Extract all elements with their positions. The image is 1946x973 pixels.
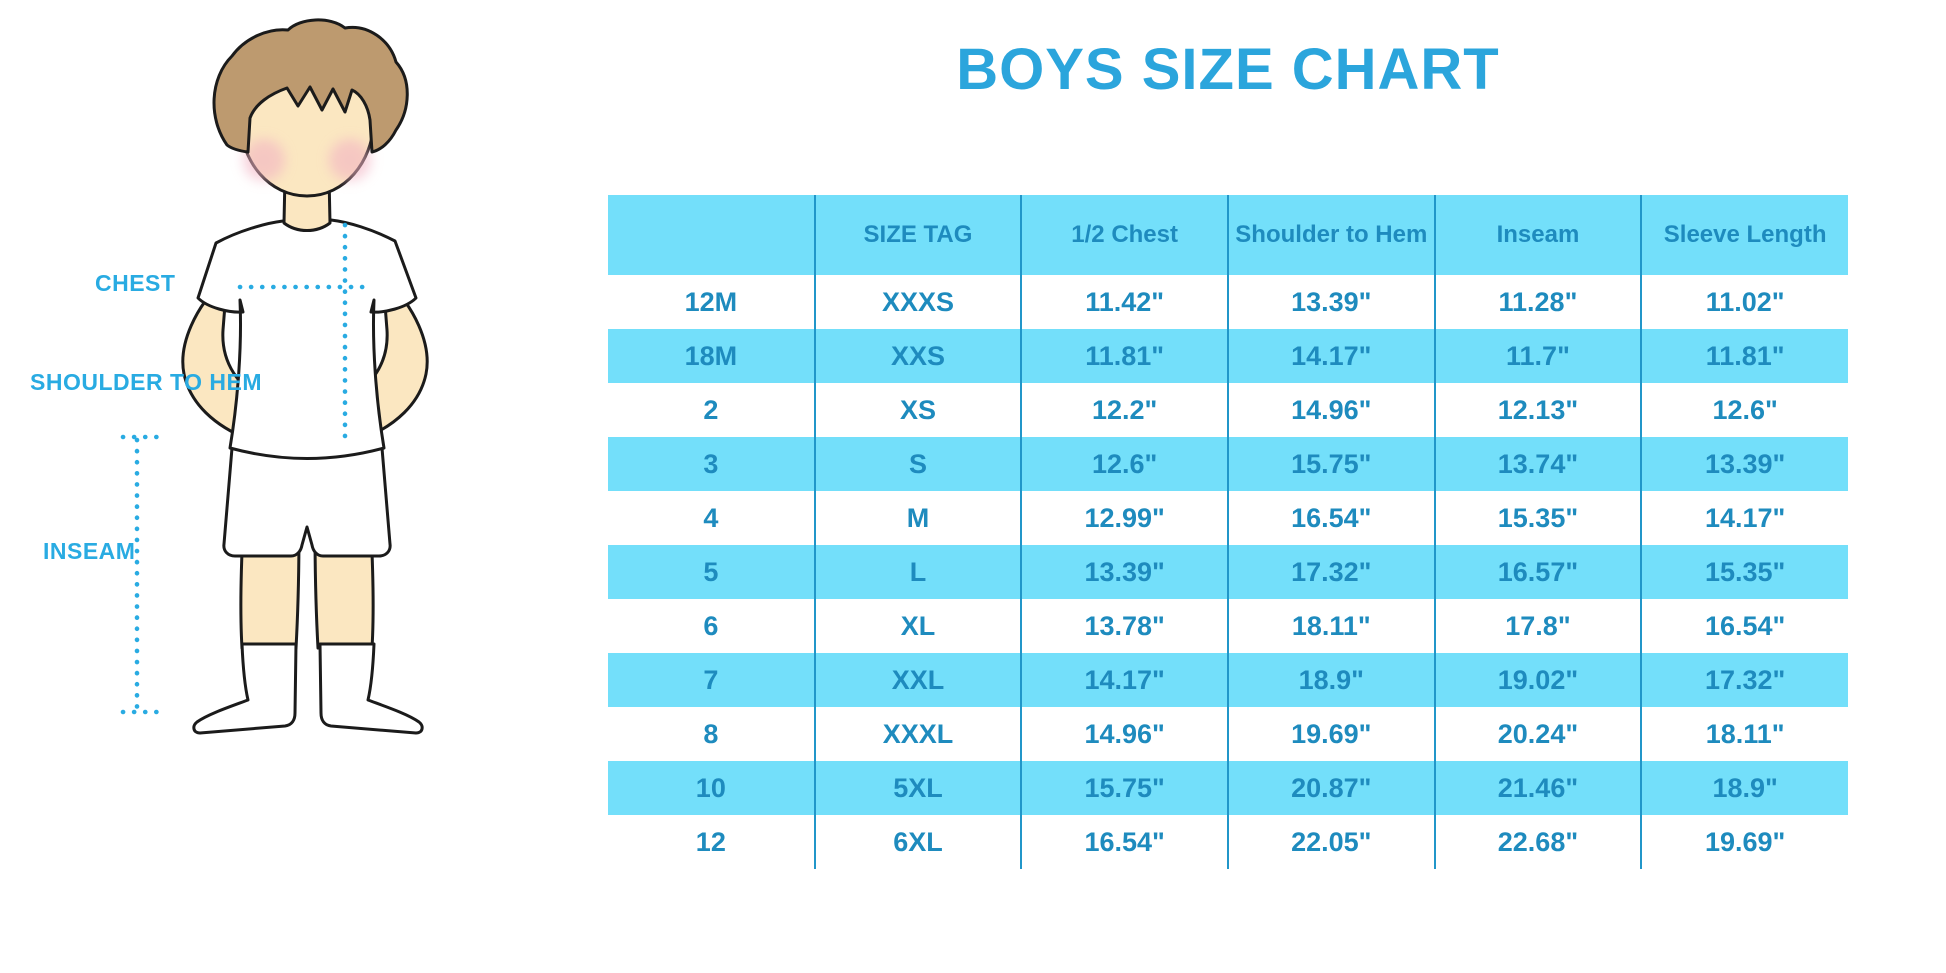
measurement-cell: 20.24": [1433, 707, 1642, 761]
size-chart-table: SIZE TAG 1/2 Chest Shoulder to Hem Inseam Sl…: [608, 195, 1848, 869]
table-row: 8 XXXL 14.96" 19.69" 20.24" 18.11": [608, 707, 1848, 761]
chest-label: CHEST: [95, 270, 176, 296]
table-row: 5 L 13.39" 17.32" 16.57" 15.35": [608, 545, 1848, 599]
measurement-cell: 17.8": [1433, 599, 1642, 653]
measurement-cell: 19.69": [1640, 815, 1848, 869]
measurement-cell: 13.39": [1640, 437, 1848, 491]
measurement-cell: 13.74": [1433, 437, 1642, 491]
table-row: 3 S 12.6" 15.75" 13.74" 13.39": [608, 437, 1848, 491]
column-header: Inseam: [1433, 195, 1642, 275]
size-tag-cell: XXXL: [813, 707, 1022, 761]
left-sock: [192, 642, 298, 735]
measurement-cell: 19.69": [1226, 707, 1435, 761]
measurement-cell: 14.17": [1226, 329, 1435, 383]
shoulder-to-hem-label: SHOULDER TO HEM: [30, 369, 262, 395]
size-tag-cell: 5XL: [813, 761, 1022, 815]
measurement-cell: 13.39": [1020, 545, 1228, 599]
measurement-cell: 16.57": [1433, 545, 1642, 599]
measurement-cell: 15.75": [1226, 437, 1435, 491]
table-row: 6 XL 13.78" 18.11" 17.8" 16.54": [608, 599, 1848, 653]
right-cheek: [329, 139, 371, 181]
boy-measurement-illustration: CHEST SHOULDER TO HEM INSEAM: [0, 0, 480, 973]
measurement-cell: 15.75": [1020, 761, 1228, 815]
measurement-cell: 15.35": [1640, 545, 1848, 599]
measurement-cell: 14.17": [1640, 491, 1848, 545]
table-row: 7 XXL 14.17" 18.9" 19.02" 17.32": [608, 653, 1848, 707]
size-tag-cell: XXL: [813, 653, 1022, 707]
measurement-cell: 16.54": [1226, 491, 1435, 545]
measurement-cell: 12.13": [1433, 383, 1642, 437]
measurement-cell: 11.81": [1020, 329, 1228, 383]
measurement-cell: 22.05": [1226, 815, 1435, 869]
size-chart-body: 12M XXXS 11.42" 13.39" 11.28" 11.02" 18M XXS 11.…: [608, 275, 1848, 869]
measurement-cell: 21.46": [1433, 761, 1642, 815]
measurement-cell: 18.9": [1640, 761, 1848, 815]
table-row: 18M XXS 11.81" 14.17" 11.7" 11.81": [608, 329, 1848, 383]
measurement-cell: 17.32": [1226, 545, 1435, 599]
measurement-cell: 17.32": [1640, 653, 1848, 707]
size-tag-cell: XS: [813, 383, 1022, 437]
table-row: 12 6XL 16.54" 22.05" 22.68" 19.69": [608, 815, 1848, 869]
measurement-cell: 16.54": [1640, 599, 1848, 653]
table-row: 4 M 12.99" 16.54" 15.35" 14.17": [608, 491, 1848, 545]
age-size-cell: 12: [608, 815, 815, 869]
measurement-cell: 13.39": [1226, 275, 1435, 329]
column-header: Shoulder to Hem: [1226, 195, 1435, 275]
size-tag-cell: XXXS: [813, 275, 1022, 329]
column-header: SIZE TAG: [813, 195, 1022, 275]
measurement-cell: 11.02": [1640, 275, 1848, 329]
table-row: 2 XS 12.2" 14.96" 12.13" 12.6": [608, 383, 1848, 437]
size-tag-cell: S: [813, 437, 1022, 491]
age-size-cell: 6: [608, 599, 815, 653]
age-size-cell: 2: [608, 383, 815, 437]
measurement-cell: 12.6": [1020, 437, 1228, 491]
size-tag-cell: M: [813, 491, 1022, 545]
age-size-cell: 18M: [608, 329, 815, 383]
measurement-cell: 18.9": [1226, 653, 1435, 707]
measurement-cell: 20.87": [1226, 761, 1435, 815]
measurement-cell: 13.78": [1020, 599, 1228, 653]
measurement-cell: 11.28": [1433, 275, 1642, 329]
column-header: 1/2 Chest: [1020, 195, 1228, 275]
measurement-cell: 16.54": [1020, 815, 1228, 869]
column-header: [608, 195, 815, 275]
page-title: BOYS SIZE CHART: [956, 37, 1500, 102]
size-chart-header: SIZE TAG 1/2 Chest Shoulder to Hem Inseam Sl…: [608, 195, 1848, 275]
measurement-cell: 11.42": [1020, 275, 1228, 329]
age-size-cell: 3: [608, 437, 815, 491]
age-size-cell: 12M: [608, 275, 815, 329]
measurement-cell: 14.96": [1226, 383, 1435, 437]
measurement-cell: 14.17": [1020, 653, 1228, 707]
size-tag-cell: XL: [813, 599, 1022, 653]
boy-illustration-svg: [120, 18, 429, 735]
measurement-cell: 12.99": [1020, 491, 1228, 545]
size-tag-cell: XXS: [813, 329, 1022, 383]
inseam-label: INSEAM: [43, 538, 136, 564]
age-size-cell: 7: [608, 653, 815, 707]
age-size-cell: 8: [608, 707, 815, 761]
measurement-cell: 22.68": [1433, 815, 1642, 869]
shorts: [222, 434, 392, 558]
measurement-cell: 12.6": [1640, 383, 1848, 437]
measurement-cell: 19.02": [1433, 653, 1642, 707]
age-size-cell: 4: [608, 491, 815, 545]
table-row: 12M XXXS 11.42" 13.39" 11.28" 11.02": [608, 275, 1848, 329]
measurement-cell: 18.11": [1226, 599, 1435, 653]
column-header: Sleeve Length: [1640, 195, 1848, 275]
table-row: 10 5XL 15.75" 20.87" 21.46" 18.9": [608, 761, 1848, 815]
measurement-cell: 11.81": [1640, 329, 1848, 383]
measurement-cell: 14.96": [1020, 707, 1228, 761]
measurement-cell: 11.7": [1433, 329, 1642, 383]
hair: [212, 18, 409, 154]
age-size-cell: 5: [608, 545, 815, 599]
age-size-cell: 10: [608, 761, 815, 815]
size-tag-cell: 6XL: [813, 815, 1022, 869]
measurement-cell: 18.11": [1640, 707, 1848, 761]
measurement-cell: 15.35": [1433, 491, 1642, 545]
measurement-cell: 12.2": [1020, 383, 1228, 437]
size-tag-cell: L: [813, 545, 1022, 599]
right-sock: [318, 642, 424, 735]
left-cheek: [243, 139, 285, 181]
